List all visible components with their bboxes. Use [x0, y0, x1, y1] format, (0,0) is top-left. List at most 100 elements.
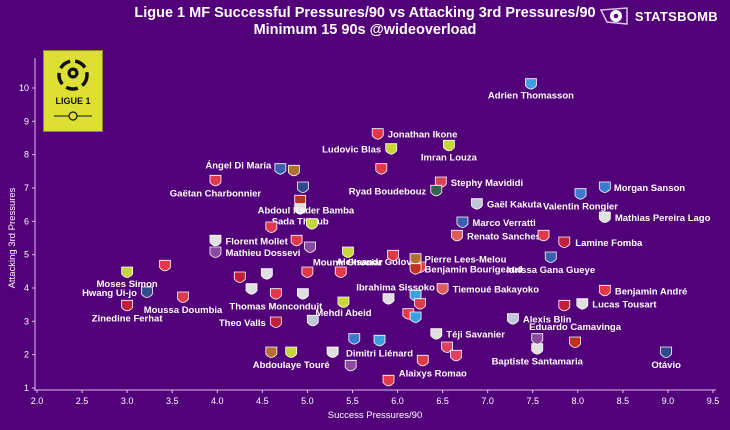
- ligue1-logo: LIGUE 1: [43, 50, 103, 132]
- chart-title: Ligue 1 MF Successful Pressures/90 vs At…: [0, 5, 730, 39]
- data-point: [414, 298, 426, 310]
- point-label: Florent Mollet: [225, 236, 288, 247]
- data-point: Renato Sanches: [451, 229, 541, 242]
- data-point: Tiemoué Bakayoko: [436, 283, 539, 296]
- x-tick-label: 5.5: [346, 396, 359, 406]
- club-badge-icon: [306, 314, 319, 327]
- club-badge-icon: [456, 216, 469, 228]
- y-tick-label: 9: [24, 116, 29, 126]
- data-point: Mounir Chouiar: [313, 249, 399, 268]
- point-label: Theo Valls: [219, 318, 266, 329]
- point-label: Sada Thioub: [272, 217, 329, 228]
- point-label: Baptiste Santamaria: [492, 357, 584, 368]
- club-badge-icon: [245, 283, 258, 295]
- point-label: Aleksandr Golovin: [336, 257, 420, 268]
- point-label: Ángel Di María: [205, 161, 272, 172]
- x-tick-label: 7.0: [481, 396, 494, 406]
- club-badge-icon: [274, 163, 287, 175]
- data-point: Idrissa Gana Gueye: [506, 251, 595, 276]
- club-badge-icon: [598, 284, 611, 297]
- point-label: Moussa Doumbia: [144, 305, 223, 316]
- club-badge-icon: [409, 311, 422, 323]
- statsbomb-brand: STATSBOMB: [599, 6, 718, 26]
- point-label: Idrissa Gana Gueye: [506, 265, 595, 276]
- data-point: Moses Simon: [97, 266, 158, 290]
- data-point: Imran Louza: [421, 139, 478, 163]
- statsbomb-flag-icon: [599, 7, 628, 25]
- data-point: Morgan Sanson: [598, 181, 685, 194]
- point-label: Mathias Pereira Lago: [615, 213, 711, 224]
- data-point: Lucas Tousart: [576, 298, 657, 311]
- point-label: Alexis Blin: [523, 315, 572, 326]
- point-label: Valentin Rongier: [543, 202, 618, 213]
- club-badge-icon: [344, 359, 357, 372]
- data-point: [382, 293, 395, 305]
- club-badge-icon: [342, 246, 354, 258]
- club-badge-icon: [159, 259, 171, 272]
- club-badge-icon: [531, 343, 544, 355]
- x-tick-label: 8.0: [572, 396, 585, 406]
- data-point: [334, 266, 347, 278]
- data-point: Téji Savanier: [430, 328, 505, 341]
- club-badge-icon: [209, 174, 222, 187]
- data-point: [301, 266, 314, 278]
- data-point: [233, 271, 246, 283]
- data-point: [296, 181, 309, 193]
- data-point: Dimitri Liénard: [346, 334, 413, 359]
- x-tick-label: 7.5: [526, 396, 539, 406]
- data-point: [375, 163, 388, 175]
- x-tick-label: 6.5: [436, 396, 449, 406]
- data-points: Adrien Thomasson Jonathan Ikone Ludovic Bl…: [82, 78, 711, 387]
- data-point: Gaël Kakuta: [470, 198, 542, 211]
- data-point: Eduardo Camavinga: [529, 322, 622, 348]
- club-badge-icon: [285, 346, 298, 358]
- data-point: [348, 333, 361, 345]
- club-badge-icon: [385, 143, 398, 155]
- point-label: Mounir Chouiar: [313, 257, 383, 268]
- club-badge-icon: [441, 341, 454, 353]
- point-label: Zinedine Ferhat: [92, 313, 164, 324]
- data-point: [265, 346, 278, 358]
- point-label: Imran Louza: [421, 152, 478, 163]
- club-badge-icon: [660, 346, 673, 358]
- club-badge-icon: [296, 181, 309, 193]
- club-badge-icon: [141, 286, 153, 298]
- data-point: Abdoulaye Touré: [253, 346, 330, 371]
- club-badge-icon: [436, 283, 449, 295]
- club-badge-icon: [525, 78, 537, 90]
- x-tick-label: 5.0: [301, 396, 314, 406]
- point-label: Lucas Tousart: [592, 300, 657, 311]
- data-point: Mehdi Abeid: [315, 296, 372, 319]
- club-badge-icon: [294, 203, 307, 215]
- point-label: Abdoulaye Touré: [253, 360, 330, 371]
- y-tick-label: 6: [24, 216, 29, 226]
- club-badge-icon: [290, 234, 303, 247]
- x-tick-label: 3.0: [121, 396, 134, 406]
- data-point: Otávio: [651, 346, 681, 371]
- club-badge-icon: [382, 374, 395, 387]
- data-point: Jonathan Ikone: [371, 128, 458, 141]
- point-label: Alaixys Romao: [399, 368, 467, 379]
- club-badge-icon: [375, 163, 388, 175]
- data-point: [344, 359, 357, 372]
- club-badge-icon: [233, 271, 246, 283]
- club-badge-icon: [558, 299, 571, 312]
- point-label: Morgan Sanson: [614, 183, 685, 194]
- x-tick-label: 9.0: [662, 396, 675, 406]
- data-point: [290, 234, 303, 247]
- point-label: Jonathan Ikone: [388, 130, 458, 141]
- brand-name: STATSBOMB: [634, 8, 718, 24]
- data-point: Florent Mollet: [209, 234, 289, 247]
- club-badge-icon: [416, 354, 429, 367]
- data-point: Alaixys Romao: [399, 354, 467, 379]
- club-badge-icon: [209, 246, 222, 258]
- point-label: Mehdi Abeid: [315, 308, 371, 319]
- club-badge-icon: [269, 288, 282, 300]
- data-point: Benjamin André: [598, 284, 687, 297]
- club-badge-icon: [574, 188, 587, 200]
- club-badge-icon: [387, 249, 399, 262]
- data-point: Mathieu Dossevi: [209, 246, 300, 259]
- club-badge-icon: [537, 229, 550, 242]
- y-tick-label: 8: [24, 150, 29, 160]
- club-badge-icon: [450, 349, 463, 362]
